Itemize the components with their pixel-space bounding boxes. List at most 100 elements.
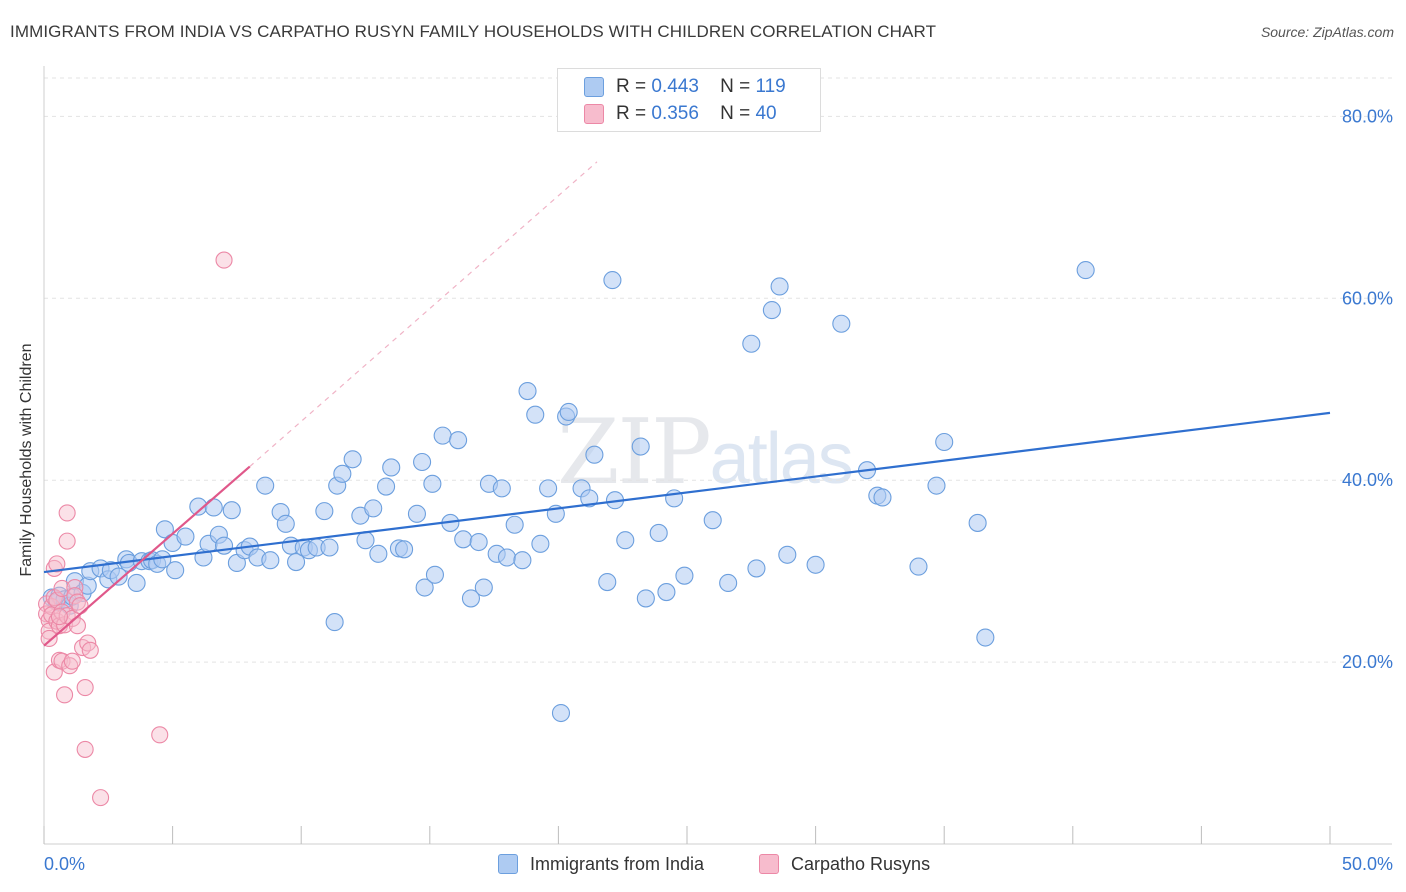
x-tick-label: 50.0% [1342, 854, 1393, 874]
rusyn-point [92, 789, 110, 807]
rusyn-point [151, 726, 169, 744]
india-point [204, 498, 223, 517]
india-point [657, 583, 676, 602]
india-point [585, 445, 604, 464]
india-point [649, 523, 668, 542]
bottom-legend-swatch-rusyn [759, 854, 779, 874]
india-point [325, 613, 344, 632]
india-point [976, 628, 995, 647]
y-tick-label: 20.0% [1342, 652, 1393, 672]
y-axis-label: Family Households with Children [18, 343, 35, 577]
india-point [551, 703, 571, 723]
india-point [492, 479, 511, 498]
india-point [261, 551, 280, 570]
india-point [505, 515, 524, 534]
india-point [315, 502, 334, 521]
india-point [127, 573, 146, 593]
rusyn-point [61, 657, 79, 675]
legend-r-label: R = [616, 76, 647, 97]
india-point [214, 536, 234, 555]
india-point [256, 476, 275, 495]
india-point [497, 548, 517, 567]
india-point [778, 545, 797, 564]
india-point [631, 437, 650, 456]
rusyn-point [53, 579, 71, 597]
india-point [747, 559, 766, 578]
legend-n-label: N = [720, 103, 751, 124]
legend-n-label: N = [720, 76, 751, 97]
india-point [287, 552, 306, 572]
rusyn-point [58, 504, 76, 522]
india-point [806, 555, 825, 574]
india-point [407, 504, 426, 523]
india-point [449, 431, 468, 450]
india-point [968, 513, 987, 532]
india-point [935, 432, 954, 452]
india-point [276, 514, 295, 533]
legend-swatch-rusyn [584, 104, 604, 124]
india-point [222, 501, 241, 520]
india-point [832, 314, 851, 333]
india-point [580, 489, 599, 508]
legend-r-value: 0.356 [651, 103, 699, 124]
india-point [382, 458, 401, 477]
rusyn-point [63, 652, 81, 670]
rusyn-point [40, 629, 58, 647]
india-point [356, 531, 375, 550]
chart-title: IMMIGRANTS FROM INDIA VS CARPATHO RUSYN … [10, 22, 937, 41]
india-point [598, 573, 617, 592]
india-point [719, 573, 738, 593]
rusyn-point [48, 555, 66, 573]
india-point [369, 544, 388, 563]
india-point [770, 277, 789, 296]
rusyn-trend-extension [249, 161, 598, 467]
india-point [155, 520, 174, 539]
legend-r-label: R = [616, 103, 647, 124]
india-point [469, 532, 488, 552]
india-point [377, 477, 396, 496]
india-point [433, 426, 452, 445]
rusyn-point [76, 740, 94, 758]
legend-r-value: 0.443 [651, 76, 699, 97]
india-point [395, 540, 414, 559]
rusyn-point [56, 686, 74, 704]
india-point [454, 530, 473, 549]
india-point [461, 589, 481, 608]
rusyn-point [71, 597, 89, 615]
india-point [176, 527, 195, 546]
india-point [415, 578, 434, 597]
y-tick-label: 40.0% [1342, 470, 1393, 490]
india-point [703, 511, 722, 530]
india-point [423, 474, 442, 493]
india-point [474, 578, 493, 597]
india-point [425, 565, 444, 584]
india-point [675, 566, 694, 585]
india-point [518, 382, 537, 401]
india-point [1076, 261, 1095, 280]
correlation-legend: R = 0.443 N = 119 R = 0.356 N = 40 [557, 68, 821, 132]
rusyn-point [58, 532, 76, 550]
source-credit: Source: ZipAtlas.com [1260, 24, 1394, 40]
x-tick-label: 0.0% [44, 854, 85, 874]
india-point [873, 488, 892, 507]
india-point [364, 499, 383, 518]
bottom-legend-swatch-india [498, 854, 518, 874]
india-trend-line [43, 411, 1331, 574]
legend-n-value: 40 [755, 103, 777, 124]
india-point [616, 531, 635, 550]
rusyn-point [81, 641, 99, 659]
india-point [526, 405, 545, 424]
india-point [166, 561, 185, 580]
bottom-legend-label-rusyn: Carpatho Rusyns [791, 854, 931, 874]
legend-n-value: 119 [755, 76, 786, 97]
india-point [109, 567, 128, 586]
india-point [539, 479, 558, 498]
india-point [603, 271, 622, 290]
india-point [333, 464, 352, 483]
bottom-legend-label-india: Immigrants from India [530, 854, 705, 874]
y-tick-label: 80.0% [1342, 106, 1393, 126]
india-point [320, 538, 339, 557]
rusyn-trend-line [43, 465, 251, 647]
india-point [531, 534, 550, 553]
